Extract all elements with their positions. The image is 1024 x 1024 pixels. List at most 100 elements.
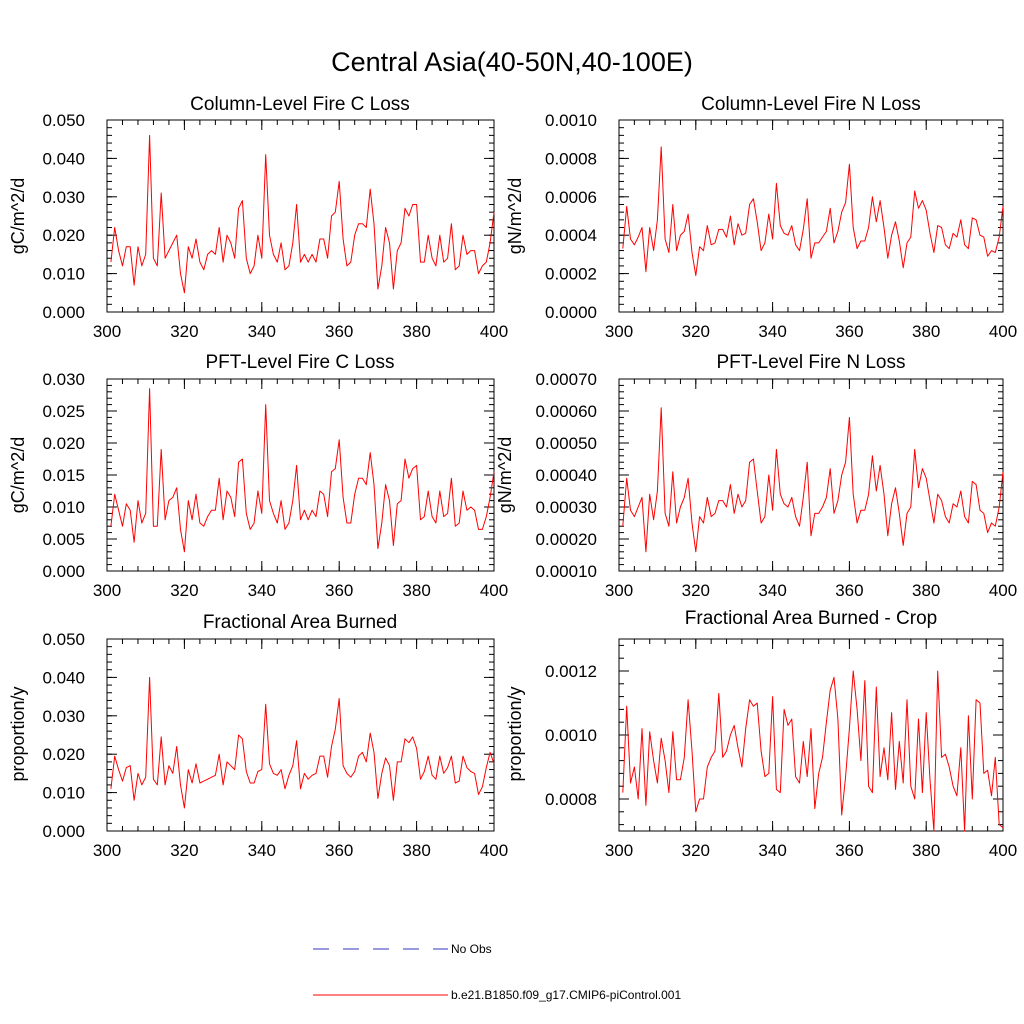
x-tick-label: 300 xyxy=(605,841,633,860)
x-tick-label: 320 xyxy=(682,322,710,341)
panel-column-fire-c-loss: Column-Level Fire C Loss gC/m^2/d 300 320… xyxy=(8,94,508,341)
x-tick-label: 400 xyxy=(480,841,508,860)
y-tick-label: 0.00040 xyxy=(536,466,597,485)
x-tick-label: 320 xyxy=(682,841,710,860)
y-tick-label: 0.0002 xyxy=(545,265,597,284)
x-tick-label: 400 xyxy=(989,322,1017,341)
y-tick-label: 0.040 xyxy=(42,668,85,687)
panel-title: PFT-Level Fire N Loss xyxy=(717,352,906,373)
x-tick-label: 380 xyxy=(402,841,430,860)
x-tick-label: 300 xyxy=(93,322,121,341)
y-tick-label: 0.010 xyxy=(42,784,85,803)
y-tick-label: 0.030 xyxy=(42,370,85,389)
y-tick-label: 0.00030 xyxy=(536,498,597,517)
x-tick-label: 340 xyxy=(248,841,276,860)
x-tick-label: 400 xyxy=(480,581,508,600)
x-tick-label: 380 xyxy=(402,322,430,341)
y-tick-label: 0.040 xyxy=(42,149,85,168)
x-tick-label: 360 xyxy=(325,581,353,600)
x-tick-label: 340 xyxy=(758,841,786,860)
y-tick-label: 0.010 xyxy=(42,265,85,284)
y-tick-label: 0.0006 xyxy=(545,188,597,207)
x-tick-label: 340 xyxy=(758,322,786,341)
y-tick-label: 0.00010 xyxy=(536,562,597,581)
y-tick-label: 0.00070 xyxy=(536,370,597,389)
y-tick-label: 0.005 xyxy=(42,530,85,549)
x-tick-label: 400 xyxy=(989,841,1017,860)
y-tick-label: 0.050 xyxy=(42,111,85,130)
x-tick-label: 380 xyxy=(912,841,940,860)
y-tick-label: 0.000 xyxy=(42,562,85,581)
x-tick-label: 360 xyxy=(835,322,863,341)
y-tick-label: 0.050 xyxy=(42,630,85,649)
x-tick-label: 320 xyxy=(682,581,710,600)
plot-frame xyxy=(106,378,495,572)
y-tick-label: 0.025 xyxy=(42,402,85,421)
figure-title: Central Asia(40-50N,40-100E) xyxy=(331,47,693,77)
y-tick-label: 0.0010 xyxy=(545,726,597,745)
panel-fractional-area-burned-crop: Fractional Area Burned - Crop proportion… xyxy=(505,608,1017,860)
plot-frame xyxy=(106,119,495,313)
panel-title: PFT-Level Fire C Loss xyxy=(206,352,395,373)
y-tick-label: 0.030 xyxy=(42,188,85,207)
legend-label-no-obs: No Obs xyxy=(451,942,492,956)
panel-fractional-area-burned: Fractional Area Burned proportion/y 300 3… xyxy=(8,612,508,860)
x-tick-label: 360 xyxy=(835,841,863,860)
x-tick-label: 400 xyxy=(480,322,508,341)
series-line xyxy=(110,676,495,809)
x-tick-label: 320 xyxy=(170,841,198,860)
legend: No Obs b.e21.B1850.f09_g17.CMIP6-piContr… xyxy=(313,942,681,1002)
x-tick-label: 400 xyxy=(989,581,1017,600)
x-tick-label: 300 xyxy=(605,581,633,600)
y-tick-label: 0.0004 xyxy=(545,226,597,245)
y-tick-label: 0.020 xyxy=(42,434,85,453)
y-axis-label: gC/m^2/d xyxy=(8,437,28,513)
x-tick-label: 380 xyxy=(912,322,940,341)
legend-label-model: b.e21.B1850.f09_g17.CMIP6-piControl.001 xyxy=(451,988,681,1002)
panel-title: Column-Level Fire C Loss xyxy=(190,94,410,115)
y-axis-label: proportion/y xyxy=(8,686,28,781)
y-axis-label: gN/m^2/d xyxy=(505,178,525,254)
x-tick-label: 360 xyxy=(325,841,353,860)
plot-frame xyxy=(618,119,1004,313)
y-axis-label: gC/m^2/d xyxy=(8,178,28,254)
y-tick-label: 0.0000 xyxy=(545,303,597,322)
x-tick-label: 380 xyxy=(402,581,430,600)
y-tick-label: 0.020 xyxy=(42,745,85,764)
y-tick-label: 0.0008 xyxy=(545,790,597,809)
x-tick-label: 320 xyxy=(170,322,198,341)
x-tick-label: 300 xyxy=(93,841,121,860)
panel-pft-fire-n-loss: PFT-Level Fire N Loss gN/m^2/d 300 320 340… xyxy=(495,352,1017,600)
x-tick-label: 340 xyxy=(248,322,276,341)
x-tick-label: 340 xyxy=(248,581,276,600)
x-tick-label: 300 xyxy=(93,581,121,600)
panel-title: Fractional Area Burned xyxy=(203,612,397,633)
x-tick-label: 380 xyxy=(912,581,940,600)
panel-pft-fire-c-loss: PFT-Level Fire C Loss gC/m^2/d 300 320 340… xyxy=(8,352,508,600)
y-tick-label: 0.015 xyxy=(42,466,85,485)
x-tick-label: 340 xyxy=(758,581,786,600)
x-tick-label: 300 xyxy=(605,322,633,341)
y-axis-label: gN/m^2/d xyxy=(495,437,515,513)
y-tick-label: 0.030 xyxy=(42,707,85,726)
series-line xyxy=(622,146,1004,276)
panel-column-fire-n-loss: Column-Level Fire N Loss gN/m^2/d 300 320… xyxy=(505,94,1017,341)
x-tick-label: 360 xyxy=(835,581,863,600)
y-tick-label: 0.010 xyxy=(42,498,85,517)
series-line xyxy=(622,407,1004,553)
panel-title: Fractional Area Burned - Crop xyxy=(685,608,937,629)
plot-frame xyxy=(618,378,1004,572)
y-axis-label: proportion/y xyxy=(505,686,525,781)
y-tick-label: 0.0012 xyxy=(545,662,597,681)
y-tick-label: 0.0008 xyxy=(545,149,597,168)
panel-title: Column-Level Fire N Loss xyxy=(701,94,921,115)
x-tick-label: 320 xyxy=(170,581,198,600)
plot-frame xyxy=(106,638,495,832)
series-line xyxy=(110,134,495,294)
series-line xyxy=(110,388,495,553)
series-line xyxy=(622,670,1004,832)
y-tick-label: 0.0010 xyxy=(545,111,597,130)
x-tick-label: 360 xyxy=(325,322,353,341)
y-tick-label: 0.020 xyxy=(42,226,85,245)
